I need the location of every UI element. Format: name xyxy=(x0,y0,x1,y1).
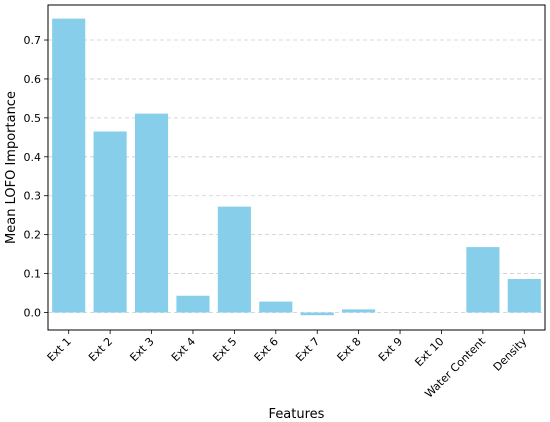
plot-frame xyxy=(47,4,546,331)
y-tick-label: 0.3 xyxy=(24,190,42,203)
x-tick-label: Ext 4 xyxy=(169,335,198,364)
bar xyxy=(52,18,86,313)
y-tick-label: 0.1 xyxy=(24,268,42,281)
x-tick-label: Ext 7 xyxy=(293,335,322,364)
x-tick-label: Ext 2 xyxy=(86,335,115,364)
x-tick-label: Ext 8 xyxy=(335,335,364,364)
gridlines xyxy=(48,39,545,313)
x-tick-label: Ext 10 xyxy=(412,335,446,369)
x-axis-label: Features xyxy=(269,407,325,422)
bar xyxy=(217,206,251,313)
x-axis-ticks: Ext 1 Ext 2 Ext 3 Ext 4 Ext 5 Ext 6 Ext 7 Ext 8… xyxy=(45,330,530,401)
y-tick-label: 0.5 xyxy=(24,112,42,125)
y-tick-label: 0.2 xyxy=(24,229,42,242)
bar xyxy=(466,247,500,313)
y-tick-label: 0.0 xyxy=(24,306,42,319)
y-axis-ticks: 0.0 0.1 0.2 0.3 0.4 0.5 0.6 0.7 xyxy=(24,34,48,319)
bars xyxy=(52,18,541,316)
bar xyxy=(342,309,376,313)
x-tick-label: Ext 9 xyxy=(376,335,405,364)
y-tick-label: 0.4 xyxy=(24,151,42,164)
bar xyxy=(176,295,210,313)
x-tick-label: Ext 3 xyxy=(127,335,156,364)
bar xyxy=(507,279,541,313)
x-tick-label: Ext 5 xyxy=(210,335,239,364)
x-tick-label: Density xyxy=(491,335,530,374)
y-tick-label: 0.6 xyxy=(24,73,42,86)
y-axis-label: Mean LOFO Importance xyxy=(4,91,19,244)
y-tick-label: 0.7 xyxy=(24,34,42,47)
bar xyxy=(134,113,169,313)
bar xyxy=(93,131,127,313)
x-tick-label: Ext 6 xyxy=(252,335,281,364)
bar xyxy=(259,301,293,313)
x-tick-label: Ext 1 xyxy=(45,335,74,364)
bar xyxy=(300,312,334,316)
